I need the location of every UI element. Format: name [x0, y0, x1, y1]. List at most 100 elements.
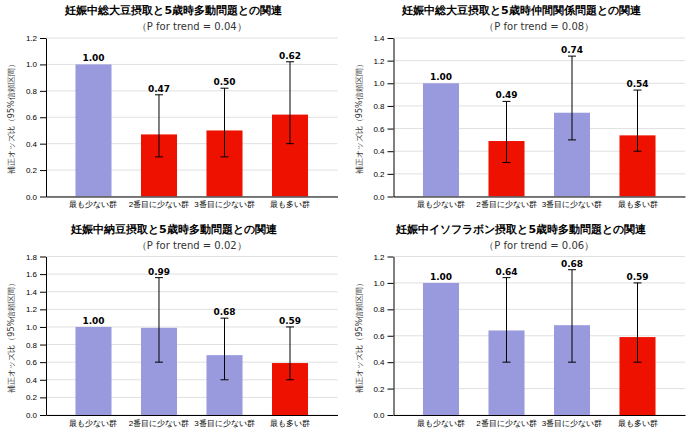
- grid: [46, 38, 338, 197]
- y-tick: 0.6: [373, 125, 393, 134]
- y-tick-mark: [40, 91, 46, 92]
- error-cap-low: [502, 162, 510, 163]
- error-bar: [506, 278, 507, 363]
- y-tick: 0.8: [373, 305, 393, 314]
- error-cap-high: [634, 90, 642, 91]
- data-label: 0.59: [279, 316, 301, 326]
- x-tick: 2番目に少ない群: [476, 419, 536, 428]
- grid-line: [46, 291, 338, 292]
- x-axis-line: [47, 197, 339, 198]
- error-cap-high: [568, 269, 576, 270]
- error-cap-low: [568, 362, 576, 363]
- y-tick: 1.2: [373, 57, 393, 66]
- error-bar: [572, 270, 573, 362]
- y-tick-label: 1.8: [26, 253, 38, 262]
- error-bar: [637, 90, 638, 151]
- error-bar: [158, 278, 159, 363]
- data-label: 0.47: [148, 84, 170, 94]
- grid-line: [394, 38, 686, 39]
- y-axis-line: [46, 257, 47, 416]
- y-axis: 0.00.20.40.60.81.01.2: [26, 34, 47, 202]
- y-tick: 1.2: [26, 305, 46, 314]
- y-tick: 0.4: [373, 147, 393, 156]
- subtitle: （P for trend = 0.04）: [137, 21, 247, 32]
- y-tick-label: 0.4: [373, 147, 385, 156]
- y-tick-label: 0.6: [26, 113, 38, 122]
- y-tick-label: 0.8: [26, 87, 38, 96]
- y-tick-mark: [40, 64, 46, 65]
- data-label: 0.68: [213, 307, 235, 317]
- x-tick: 3番目に少ない群: [194, 419, 254, 428]
- x-axis-line: [394, 415, 686, 416]
- y-tick-label: 1.4: [373, 34, 385, 43]
- error-cap-high: [502, 101, 510, 102]
- x-axis: 最も少ない群2番目に少ない群3番目に少ない群最も多い群: [394, 197, 686, 209]
- y-axis-line: [46, 39, 47, 198]
- y-tick: 1.0: [373, 79, 393, 88]
- title: 妊娠中イソフラボン摂取と5歳時多動問題との関連: [395, 223, 647, 236]
- y-tick-mark: [388, 38, 394, 39]
- y-tick-mark: [40, 345, 46, 346]
- y-tick: 0.2: [373, 385, 393, 394]
- y-tick: 0.4: [373, 358, 393, 367]
- y-tick-label: 1.2: [373, 57, 385, 66]
- y-tick-label: 0.0: [26, 193, 38, 202]
- x-tick-label: 最も少ない群: [69, 200, 117, 209]
- y-tick-label: 0.0: [373, 411, 385, 420]
- y-tick: 0.0: [373, 193, 393, 202]
- y-tick-label: 1.2: [26, 305, 38, 314]
- error-cap-low: [155, 156, 163, 157]
- bar: [75, 327, 111, 415]
- y-tick-mark: [388, 151, 394, 152]
- y-tick: 0.8: [26, 341, 46, 350]
- y-tick-mark: [40, 380, 46, 381]
- data-label: 0.54: [626, 79, 648, 89]
- chart: 0.00.20.40.60.81.01.2最も少ない群2番目に少ない群3番目に少…: [355, 223, 686, 428]
- y-tick-mark: [388, 129, 394, 130]
- x-tick: 2番目に少ない群: [129, 200, 189, 209]
- error-cap-low: [221, 156, 229, 157]
- y-tick-mark: [40, 327, 46, 328]
- x-tick-label: 最も多い群: [270, 419, 310, 428]
- x-tick-label: 3番目に少ない群: [194, 200, 254, 209]
- y-tick: 1.4: [373, 34, 393, 43]
- x-tick-label: 3番目に少ない群: [542, 419, 602, 428]
- y-tick: 1.6: [26, 270, 46, 279]
- error-cap-high: [502, 277, 510, 278]
- error-bar: [637, 283, 638, 362]
- y-axis: 0.00.20.40.60.81.01.21.4: [373, 34, 394, 202]
- subtitle: （P for trend = 0.06）: [484, 240, 594, 251]
- error-cap-high: [155, 277, 163, 278]
- error-bar: [158, 95, 159, 157]
- data-labels: 1.000.470.500.62: [82, 51, 301, 94]
- y-tick-label: 0.6: [373, 125, 385, 134]
- y-tick-label: 1.2: [373, 253, 385, 262]
- y-tick: 1.2: [373, 253, 393, 262]
- y-axis-title: 補正オッズ比（95%信頼区間）: [7, 60, 16, 174]
- error-bar: [290, 327, 291, 380]
- grid-line: [46, 274, 338, 275]
- figure: 0.00.20.40.60.81.01.2最も少ない群2番目に少ない群3番目に少…: [0, 0, 695, 437]
- plot-area: [423, 56, 656, 196]
- y-tick: 0.6: [26, 358, 46, 367]
- x-tick-label: 最も少ない群: [417, 200, 465, 209]
- grid: [394, 257, 686, 416]
- y-tick-mark: [388, 106, 394, 107]
- y-tick-label: 0.8: [26, 341, 38, 350]
- y-tick: 1.2: [26, 34, 46, 43]
- y-tick: 1.8: [26, 253, 46, 262]
- bar: [75, 64, 111, 196]
- y-tick-label: 0.6: [26, 358, 38, 367]
- bar: [423, 283, 459, 415]
- error-bar: [572, 56, 573, 140]
- y-tick-mark: [40, 274, 46, 275]
- grid-line: [46, 38, 338, 39]
- plot-area: [75, 62, 308, 197]
- y-tick: 0.0: [26, 411, 46, 420]
- data-label: 0.49: [495, 90, 517, 100]
- error-cap-high: [286, 61, 294, 62]
- y-tick-label: 0.4: [26, 140, 38, 149]
- error-cap-low: [221, 379, 229, 380]
- title: 妊娠中総大豆摂取と5歳時多動問題との関連: [64, 4, 283, 17]
- x-tick-label: 最も多い群: [270, 200, 310, 209]
